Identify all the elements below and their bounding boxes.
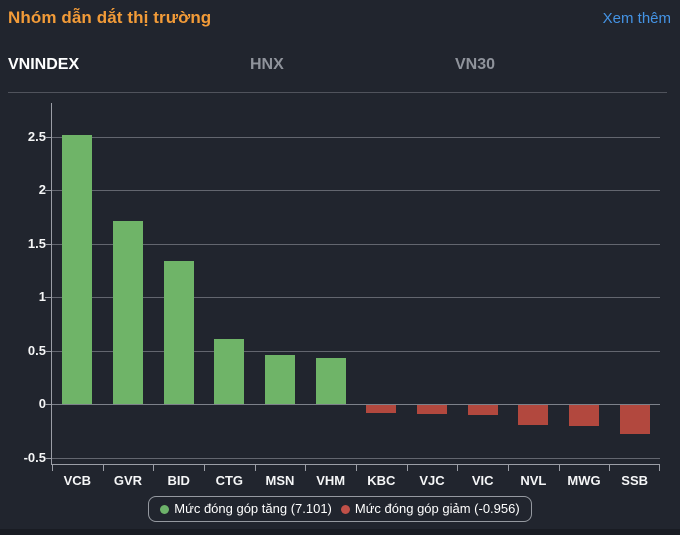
- x-label-vjc: VJC: [419, 473, 445, 488]
- x-label-gvr: GVR: [113, 473, 143, 488]
- y-axis-label: 0.5: [27, 342, 46, 358]
- y-axis-tick: [45, 350, 51, 352]
- contribution-bar-chart: 2.5 2 1.5 1 0.5 0 -0.5 VCB GVR BID CTG MSN VHM KBC VJC…: [24, 103, 660, 488]
- bar-vjc[interactable]: [417, 404, 447, 414]
- negative-dot-icon: [340, 504, 350, 514]
- x-label-vcb: VCB: [63, 473, 92, 488]
- gridline: [52, 350, 660, 352]
- bar-vhm[interactable]: [315, 357, 346, 404]
- tab-vn30[interactable]: VN30: [455, 56, 496, 73]
- bar-mwg[interactable]: [569, 404, 599, 427]
- bar-ssb[interactable]: [619, 404, 650, 434]
- x-axis-tick: [204, 465, 205, 471]
- x-label-vhm: VHM: [316, 473, 346, 488]
- bar-vcb[interactable]: [62, 135, 93, 404]
- y-axis-tick: [45, 457, 51, 459]
- x-axis-tick: [558, 465, 560, 471]
- x-label-bid: BID: [167, 473, 190, 488]
- bar-gvr[interactable]: [113, 221, 143, 404]
- y-axis-tick: [45, 136, 51, 138]
- y-axis-label: -0.5: [23, 449, 46, 465]
- tabs-divider: [8, 92, 667, 93]
- legend-label: Mức đóng góp tăng (7.101): [174, 501, 332, 516]
- bar-kbc[interactable]: [366, 404, 397, 413]
- y-axis-tick: [45, 297, 51, 298]
- bottom-edge: [0, 529, 680, 535]
- x-axis-line: [51, 464, 660, 465]
- y-axis-tick: [45, 190, 51, 191]
- legend-item-negative[interactable]: Mức đóng góp giảm (-0.956): [340, 501, 520, 517]
- y-axis-label: 0: [38, 396, 46, 411]
- see-more-link[interactable]: Xem thêm: [602, 10, 671, 27]
- index-tabs: VNINDEX HNX VN30: [0, 56, 680, 80]
- widget-title: Nhóm dẫn dắt thị trường: [8, 8, 212, 27]
- gridline: [52, 243, 660, 245]
- x-axis-tick: [609, 465, 611, 471]
- legend-item-positive[interactable]: Mức đóng góp tăng (7.101): [160, 501, 332, 517]
- y-axis-label: 1: [38, 289, 46, 304]
- x-label-msn: MSN: [265, 473, 295, 488]
- legend-box: Mức đóng góp tăng (7.101) Mức đóng góp gi…: [148, 496, 532, 522]
- x-axis-tick: [102, 465, 104, 471]
- y-axis-tick: [45, 243, 51, 245]
- bar-msn[interactable]: [265, 354, 295, 404]
- x-axis-tick: [659, 465, 660, 471]
- widget-header: Nhóm dẫn dắt thị trường Xem thêm: [0, 0, 680, 40]
- legend-label: Mức đóng góp giảm (-0.956): [354, 501, 520, 516]
- x-axis-tick: [406, 465, 408, 471]
- zero-gridline: [52, 404, 660, 405]
- x-label-nvl: NVL: [520, 473, 547, 488]
- bar-bid[interactable]: [163, 260, 194, 404]
- x-axis-tick: [356, 465, 357, 471]
- y-axis-label: 2.5: [27, 128, 46, 144]
- gridline: [52, 457, 660, 459]
- tab-vnindex[interactable]: VNINDEX: [8, 56, 80, 73]
- x-label-kbc: KBC: [367, 473, 396, 488]
- x-label-ssb: SSB: [621, 473, 649, 488]
- x-label-mwg: MWG: [567, 473, 601, 488]
- gridline: [52, 136, 660, 138]
- gridline: [52, 190, 660, 191]
- bar-nvl[interactable]: [518, 404, 549, 426]
- bar-ctg[interactable]: [214, 338, 245, 404]
- y-axis-line: [51, 103, 52, 464]
- y-axis-label: 1.5: [27, 235, 46, 251]
- x-axis-tick: [52, 465, 53, 471]
- x-label-ctg: CTG: [215, 473, 244, 488]
- gridline: [52, 297, 660, 298]
- x-axis-tick: [153, 465, 155, 471]
- positive-dot-icon: [160, 504, 170, 514]
- chart-legend: Mức đóng góp tăng (7.101) Mức đóng góp gi…: [0, 496, 680, 522]
- y-axis-tick: [45, 404, 51, 405]
- x-label-vic: VIC: [471, 473, 494, 488]
- x-axis-tick: [508, 465, 509, 471]
- x-axis-tick: [305, 465, 307, 471]
- x-axis-tick: [254, 465, 256, 471]
- bar-vic[interactable]: [467, 404, 498, 415]
- tab-hnx[interactable]: HNX: [250, 56, 284, 73]
- y-axis-label: 2: [38, 182, 46, 197]
- x-axis-tick: [457, 465, 459, 471]
